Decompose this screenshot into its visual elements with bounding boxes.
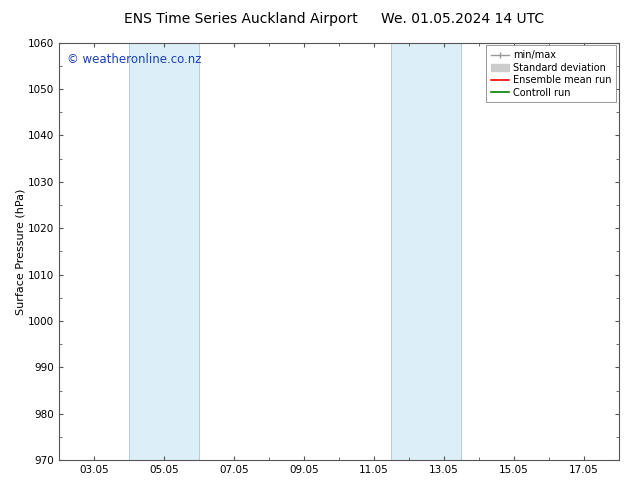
Text: We. 01.05.2024 14 UTC: We. 01.05.2024 14 UTC [381,12,545,26]
Legend: min/max, Standard deviation, Ensemble mean run, Controll run: min/max, Standard deviation, Ensemble me… [486,46,616,102]
Text: ENS Time Series Auckland Airport: ENS Time Series Auckland Airport [124,12,358,26]
Y-axis label: Surface Pressure (hPa): Surface Pressure (hPa) [15,188,25,315]
Text: © weatheronline.co.nz: © weatheronline.co.nz [67,53,202,66]
Bar [129,43,199,460]
Bar [391,43,462,460]
